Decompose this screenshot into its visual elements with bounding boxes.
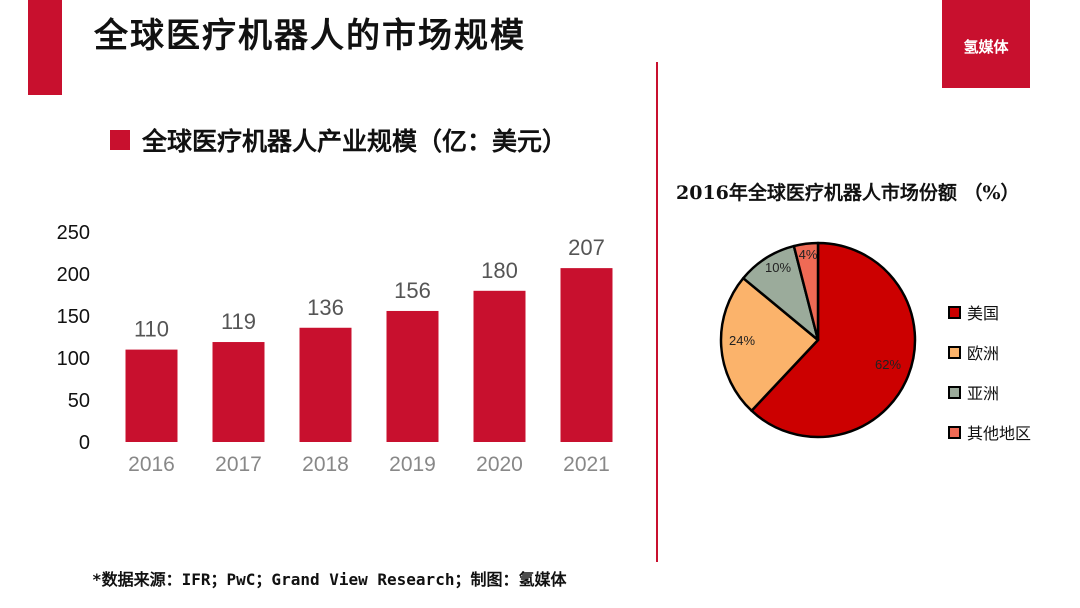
y-tick-label: 100 xyxy=(57,348,90,370)
legend-swatch xyxy=(948,425,961,439)
y-tick-label: 150 xyxy=(57,306,90,328)
legend-label: 美国 xyxy=(967,304,1000,323)
bar-2017 xyxy=(212,342,265,442)
data-source-note: *数据来源：IFR；PwC；Grand View Research；制图：氢媒体 xyxy=(92,570,567,589)
brand-logo-text: 氢媒体 xyxy=(963,37,1009,56)
legend-label: 其他地区 xyxy=(967,424,1032,443)
bar-2018 xyxy=(299,327,352,442)
bar-value-label: 119 xyxy=(221,309,256,334)
pie-slice-其他地区 xyxy=(792,241,820,342)
x-tick-label: 2016 xyxy=(128,453,175,476)
legend-swatch xyxy=(948,385,961,399)
bar-chart-title: 全球医疗机器人产业规模（亿：美元） xyxy=(142,127,568,156)
brand-logo: 氢媒体 xyxy=(942,0,1030,88)
pie-value-label: 62% xyxy=(875,357,901,372)
x-tick-label: 2021 xyxy=(563,453,610,476)
y-tick-label: 200 xyxy=(57,264,90,286)
legend-swatch xyxy=(948,345,961,359)
y-tick-label: 50 xyxy=(68,390,90,412)
x-tick-label: 2017 xyxy=(215,453,262,476)
pie-legend: 美国欧洲亚洲其他地区 xyxy=(948,292,1031,452)
y-tick-label: 0 xyxy=(79,432,90,454)
header-accent-bar xyxy=(28,0,62,95)
pie-value-label: 24% xyxy=(729,333,755,348)
pie-slice-欧洲 xyxy=(719,276,820,412)
legend-label: 欧洲 xyxy=(967,344,1000,363)
bar-value-label: 136 xyxy=(307,295,344,320)
pie-value-label: 10% xyxy=(765,260,791,275)
legend-item: 美国 xyxy=(948,292,1031,332)
y-tick-label: 250 xyxy=(57,222,90,244)
pie-chart-title: 2016年全球医疗机器人市场份额 （%） xyxy=(676,182,1020,204)
bar-value-label: 207 xyxy=(568,235,605,260)
bar-2019 xyxy=(386,310,439,442)
legend-item: 亚洲 xyxy=(948,372,1031,412)
page-title: 全球医疗机器人的市场规模 xyxy=(94,16,526,56)
pie-slice-美国 xyxy=(750,241,917,439)
legend-item: 欧洲 xyxy=(948,332,1031,372)
bar-2020 xyxy=(473,290,526,442)
pie-value-label: 4% xyxy=(799,247,818,262)
bar-value-label: 180 xyxy=(481,258,518,283)
bar-chart-heading: 全球医疗机器人产业规模（亿：美元） xyxy=(110,122,567,158)
x-tick-label: 2018 xyxy=(302,453,349,476)
section-divider xyxy=(656,62,658,562)
bar-2021 xyxy=(560,268,613,442)
legend-item: 其他地区 xyxy=(948,412,1031,452)
bar-value-label: 156 xyxy=(394,278,431,303)
legend-swatch xyxy=(948,305,961,319)
bar-2016 xyxy=(125,349,178,442)
x-tick-label: 2019 xyxy=(389,453,436,476)
bar-value-label: 110 xyxy=(134,317,169,342)
bar-heading-marker xyxy=(110,130,130,150)
legend-label: 亚洲 xyxy=(967,384,1000,403)
x-tick-label: 2020 xyxy=(476,453,523,476)
